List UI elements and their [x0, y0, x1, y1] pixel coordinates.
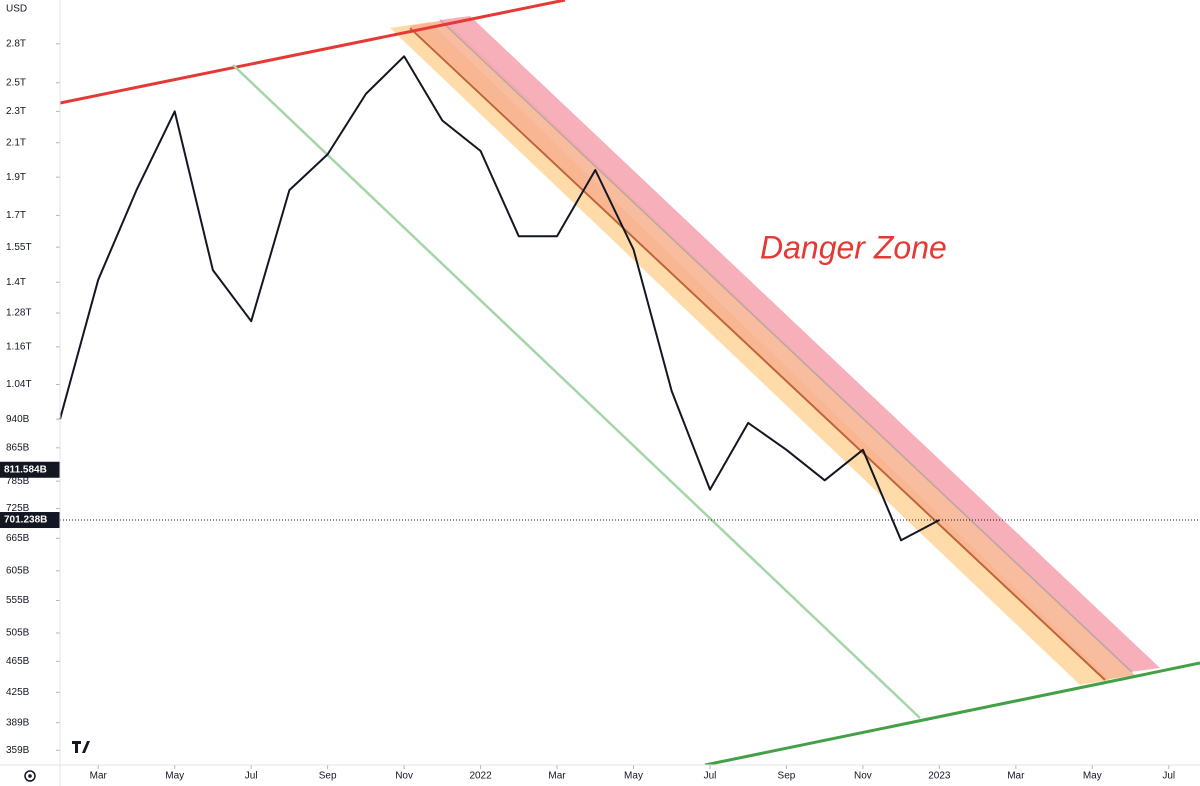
x-tick-label: Mar [90, 771, 108, 782]
x-tick-label: Jul [245, 771, 258, 782]
price-marker-label: 701.238B [4, 515, 47, 526]
mid-line [409, 27, 1106, 681]
price-marker-label: 811.584B [4, 464, 47, 475]
y-tick-label: 359B [6, 745, 30, 756]
x-tick-label: Sep [319, 771, 337, 782]
y-tick-label: 1.4T [6, 277, 26, 288]
y-tick-label: 465B [6, 656, 30, 667]
y-tick-label: 2.5T [6, 77, 26, 88]
upper-line [439, 19, 1133, 673]
y-tick-label: 2.1T [6, 137, 26, 148]
x-tick-label: May [1083, 771, 1102, 782]
x-tick-label: 2022 [469, 771, 492, 782]
y-tick-label: 389B [6, 717, 30, 728]
price-line [59, 55, 940, 542]
band-yellow [390, 22, 1110, 685]
y-tick-label: 1.7T [6, 210, 26, 221]
x-tick-label: Nov [395, 771, 413, 782]
y-tick-label: 1.16T [6, 342, 32, 353]
x-tick-label: Mar [1007, 771, 1025, 782]
x-tick-label: May [165, 771, 184, 782]
y-tick-label: 1.04T [6, 379, 32, 390]
x-tick-label: Nov [854, 771, 872, 782]
y-tick-label: 425B [6, 687, 30, 698]
x-tick-label: Jul [704, 771, 717, 782]
y-tick-label: 505B [6, 628, 30, 639]
y-tick-label: 665B [6, 533, 30, 544]
y-tick-label: 1.9T [6, 172, 26, 183]
x-tick-label: Jul [1162, 771, 1175, 782]
annotation: Danger Zone [760, 229, 947, 265]
y-tick-label: 2.8T [6, 38, 26, 49]
green-channel [232, 64, 921, 719]
green-trend [704, 661, 1200, 765]
settings-icon[interactable] [24, 770, 36, 782]
red-trend [60, 0, 566, 105]
y-tick-label: 605B [6, 565, 30, 576]
y-tick-label: 865B [6, 442, 30, 453]
x-tick-label: Sep [778, 771, 796, 782]
y-tick-label: 2.3T [6, 106, 26, 117]
logo [70, 738, 96, 756]
band-pink [440, 16, 1160, 672]
x-tick-label: 2023 [928, 771, 951, 782]
x-tick-label: May [624, 771, 643, 782]
y-tick-label: 940B [6, 414, 30, 425]
price-marker-box [0, 461, 60, 478]
band-salmon [410, 20, 1135, 680]
y-tick-label: 785B [6, 476, 30, 487]
y-tick-label: 1.55T [6, 242, 32, 253]
series-layer: 2.8T 2.5T 2.3T 2.1T 1.9T 1.7T 1.55T 1.4T 1.28T 1.… [0, 38, 1200, 782]
y-tick-label: 555B [6, 595, 30, 606]
y-tick-label: 725B [6, 503, 30, 514]
price-marker-box [0, 512, 60, 529]
y-tick-label: 1.28T [6, 308, 32, 319]
y-unit: USD [6, 4, 27, 15]
drawings [60, 0, 1200, 765]
x-tick-label: Mar [548, 771, 566, 782]
